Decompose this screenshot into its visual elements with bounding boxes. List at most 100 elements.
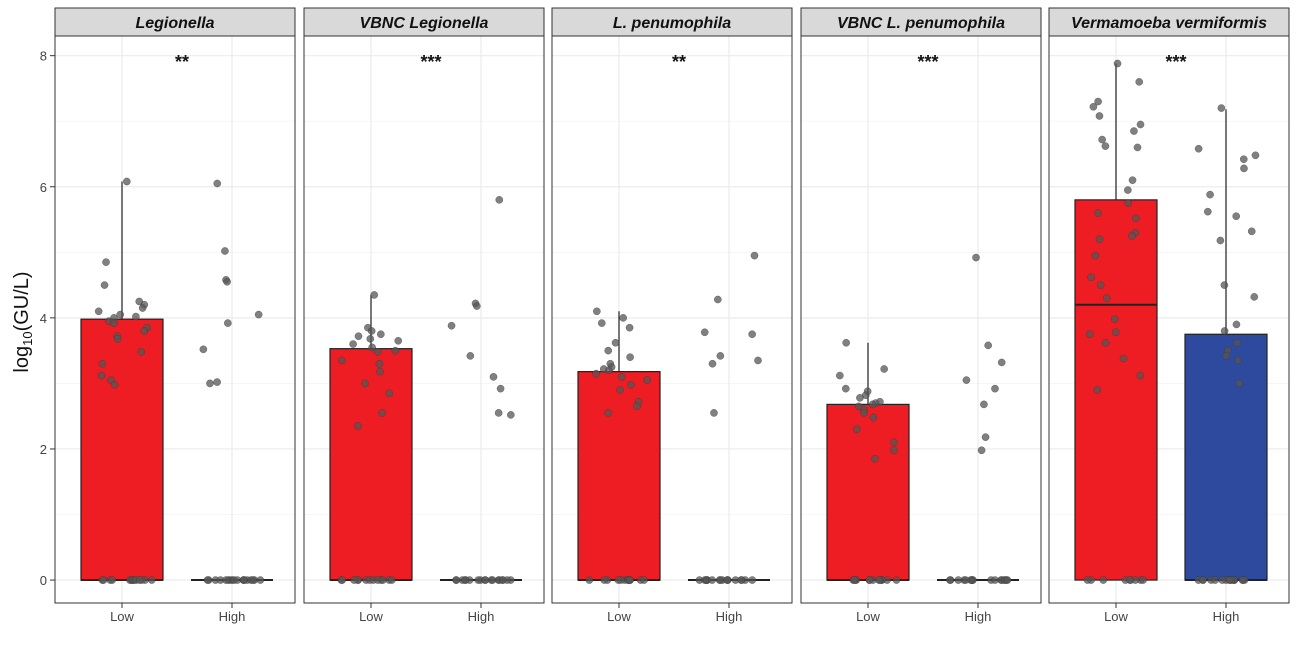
data-point: [592, 369, 600, 378]
data-point: [1128, 176, 1137, 185]
data-point: [1131, 214, 1140, 223]
data-point: [354, 332, 363, 341]
data-point: [880, 365, 889, 373]
data-point: [890, 446, 898, 455]
data-point: [1113, 59, 1122, 68]
data-point: [376, 330, 385, 339]
data-point: [203, 576, 212, 584]
panel-4: VBNC L. penumophila *** Low High: [800, 7, 1042, 624]
data-point: [1225, 576, 1233, 584]
data-point: [461, 576, 469, 584]
panel-1: Legionella ** Low High: [54, 7, 296, 624]
data-point: [495, 196, 504, 204]
data-point: [710, 409, 718, 417]
data-point: [221, 247, 229, 255]
data-point: [367, 327, 376, 335]
data-point: [585, 576, 594, 584]
data-point: [643, 376, 652, 384]
data-point: [1095, 235, 1104, 244]
data-point: [1085, 330, 1094, 339]
data-point: [223, 319, 232, 327]
data-point: [94, 307, 103, 316]
data-point: [240, 576, 248, 584]
data-point: [716, 576, 725, 584]
bar-low: [80, 318, 164, 581]
data-point: [368, 343, 377, 352]
data-point: [981, 433, 990, 442]
data-point: [750, 251, 759, 260]
data-point: [254, 310, 263, 319]
data-point: [605, 366, 613, 375]
data-point: [1128, 232, 1136, 240]
data-point: [713, 295, 722, 304]
y-tick-label: 6: [40, 180, 47, 195]
data-point: [890, 438, 898, 447]
facet-title: Vermamoeba vermiformis: [1071, 15, 1267, 32]
data-point: [1135, 78, 1144, 86]
data-point: [633, 402, 641, 411]
data-point: [147, 576, 156, 584]
facet-title: VBNC Legionella: [360, 15, 489, 32]
data-point: [600, 576, 609, 584]
x-tick-label: Low: [110, 609, 134, 624]
data-point: [223, 277, 231, 286]
data-point: [116, 310, 125, 319]
data-point: [494, 409, 503, 417]
data-point: [708, 576, 716, 584]
data-point: [379, 576, 387, 584]
data-point: [1130, 127, 1138, 135]
data-point: [984, 341, 993, 350]
data-point: [619, 314, 628, 322]
data-point: [338, 356, 346, 365]
data-point: [850, 576, 859, 584]
data-point: [997, 358, 1006, 367]
data-point: [748, 576, 757, 584]
panels: 0 2 4 6 8 Legionella ** Low High VBNC Legionella *…: [40, 7, 1290, 624]
data-point: [852, 425, 861, 434]
data-point: [1216, 236, 1225, 245]
data-point: [1238, 576, 1247, 584]
data-point: [627, 380, 635, 389]
data-point: [1003, 576, 1012, 584]
data-point: [1240, 164, 1248, 173]
data-point: [113, 334, 122, 343]
data-point: [1235, 379, 1243, 388]
data-point: [97, 371, 106, 380]
data-point: [1101, 338, 1110, 347]
data-point: [385, 389, 394, 398]
x-tick-label: Low: [359, 609, 383, 624]
data-point: [892, 576, 901, 584]
data-point: [1211, 576, 1220, 584]
data-point: [980, 400, 988, 409]
data-point: [723, 576, 732, 584]
data-point: [137, 348, 146, 356]
panel-2: VBNC Legionella *** Low High: [303, 7, 545, 624]
data-point: [370, 291, 379, 299]
data-point: [1234, 356, 1242, 365]
data-point: [1220, 281, 1229, 289]
facet-strip: [1048, 7, 1290, 37]
data-point: [375, 359, 384, 368]
data-point: [1250, 293, 1259, 301]
data-point: [98, 359, 107, 368]
facet-strip: [800, 7, 1042, 37]
data-point: [865, 576, 874, 584]
data-point: [604, 409, 613, 417]
facet-title: Legionella: [135, 15, 214, 32]
data-point: [617, 373, 626, 381]
facet-title: VBNC L. penumophila: [837, 15, 1005, 32]
data-point: [991, 384, 999, 393]
data-point: [1083, 576, 1092, 584]
data-point: [1232, 320, 1241, 329]
data-point: [1220, 327, 1229, 335]
data-point: [1199, 576, 1207, 584]
data-point: [954, 576, 963, 584]
data-point: [626, 576, 634, 584]
data-point: [592, 307, 601, 316]
data-point: [350, 576, 358, 584]
data-point: [199, 345, 208, 354]
data-point: [213, 378, 221, 386]
data-point: [1233, 338, 1242, 347]
data-point: [716, 352, 725, 360]
significance-label: ***: [1165, 52, 1186, 72]
